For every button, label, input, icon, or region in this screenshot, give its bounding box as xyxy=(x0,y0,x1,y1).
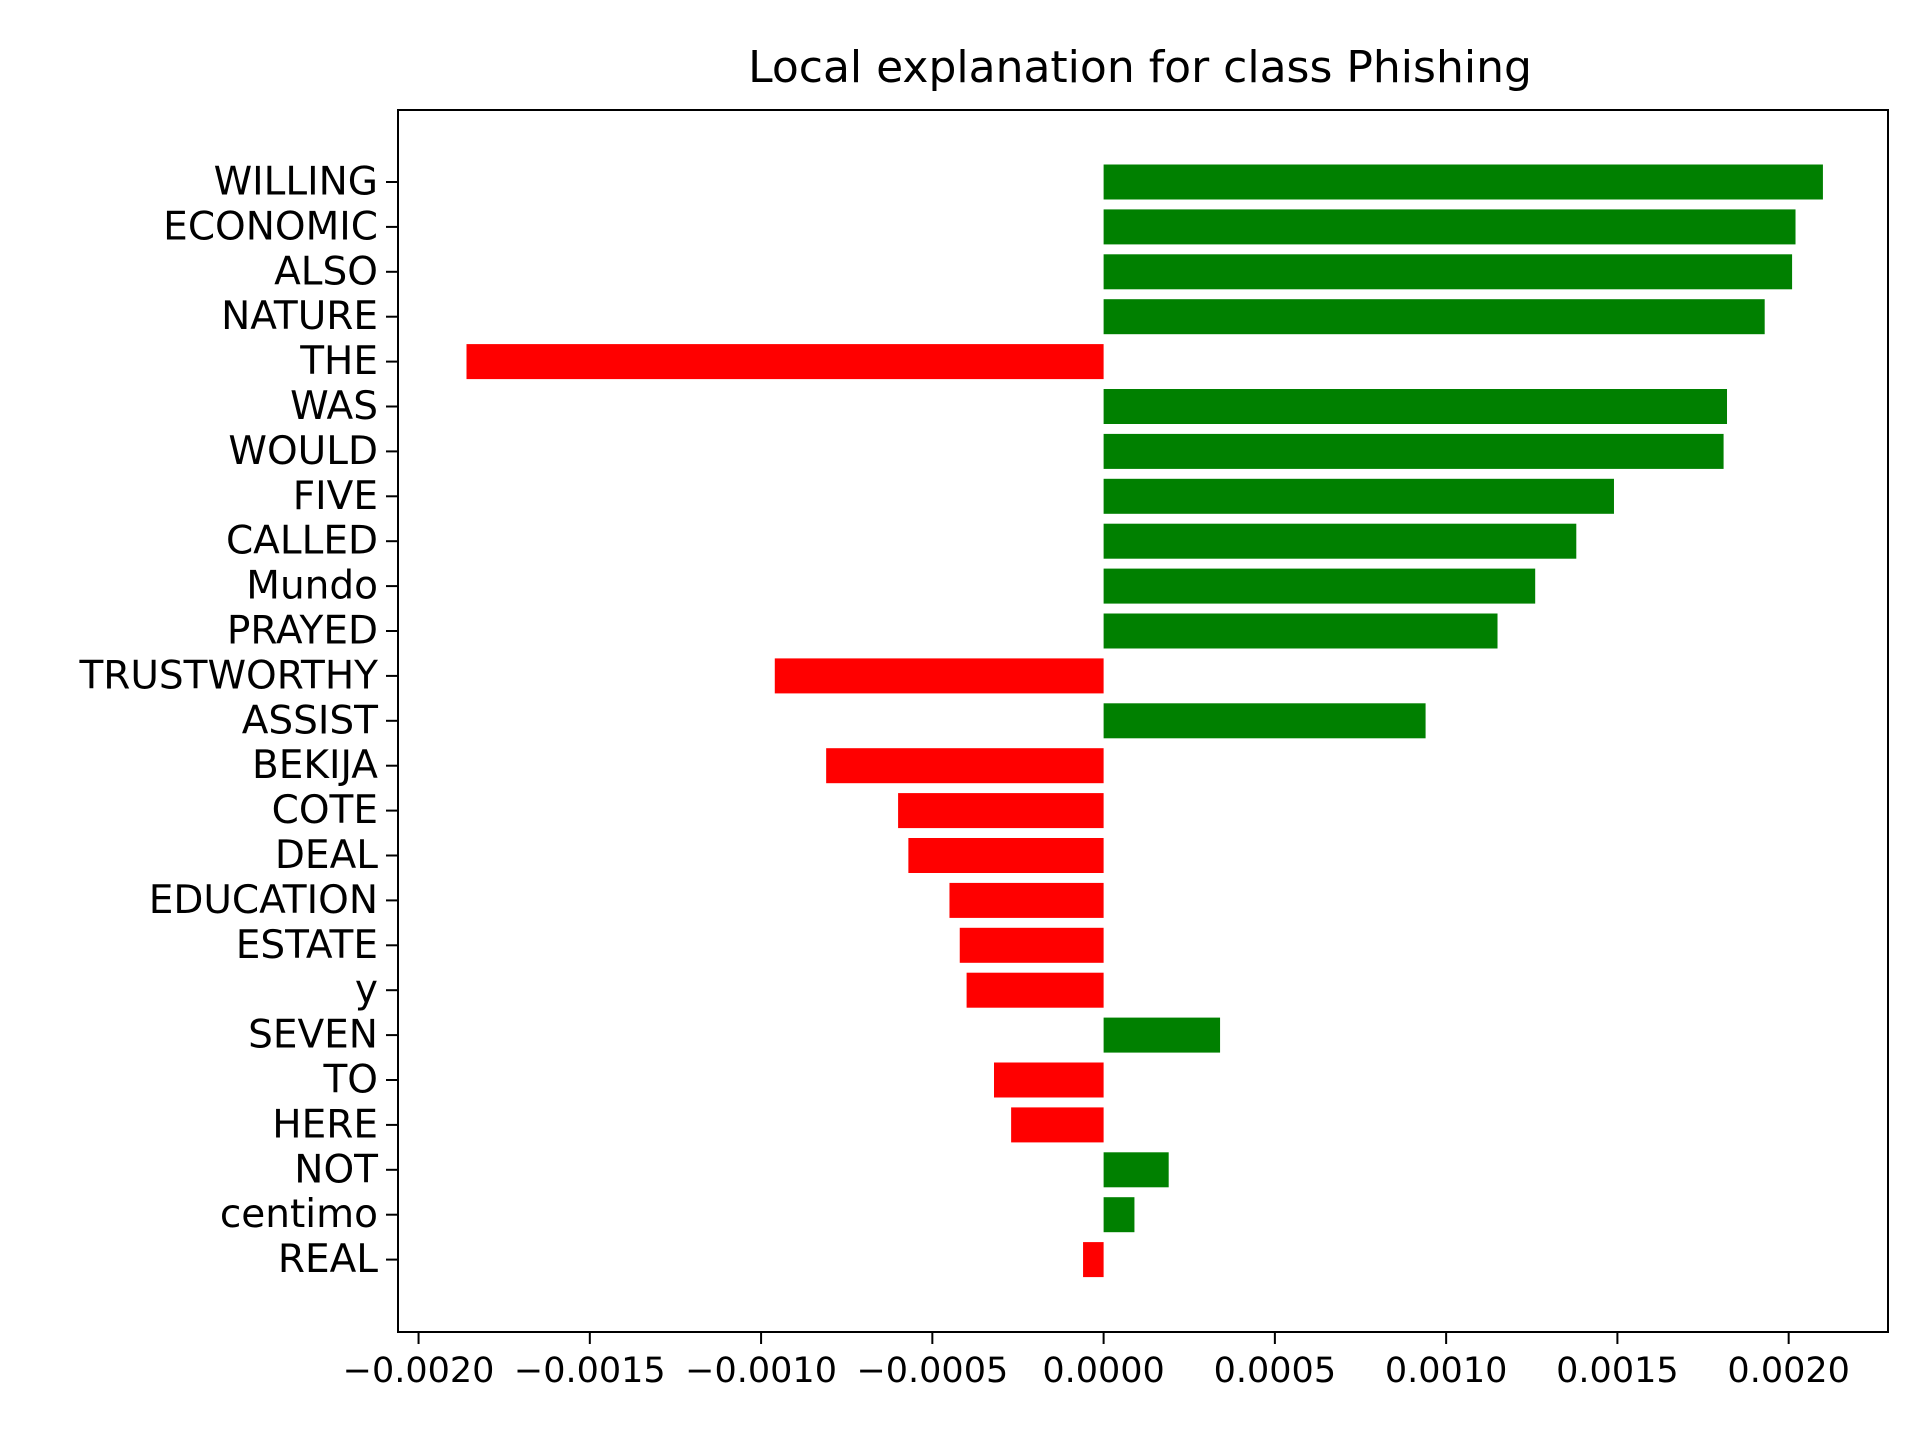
y-tick-label: REAL xyxy=(278,1237,378,1282)
y-tick-label: WILLING xyxy=(214,160,378,205)
bar-ECONOMIC xyxy=(1103,209,1796,245)
bar-TO xyxy=(994,1062,1104,1098)
x-tick-label: −0.0020 xyxy=(343,1351,495,1391)
bar-CALLED xyxy=(1103,523,1577,559)
chart-title: Local explanation for class Phishing xyxy=(748,42,1532,93)
y-tick-label: NATURE xyxy=(221,294,378,339)
y-tick-label: CALLED xyxy=(226,519,378,564)
y-tick-label: COTE xyxy=(272,788,378,833)
bar-BEKIJA xyxy=(826,748,1104,784)
y-tick-label: TO xyxy=(322,1058,378,1103)
bar-WAS xyxy=(1103,389,1728,424)
y-tick-label: centimo xyxy=(220,1192,378,1237)
bar-TRUSTWORTHY xyxy=(774,658,1104,694)
y-tick-label: PRAYED xyxy=(227,609,378,654)
y-tick-label: FIVE xyxy=(293,474,378,519)
bar-PRAYED xyxy=(1103,613,1498,649)
y-tick-label: SEVEN xyxy=(248,1013,378,1058)
x-tick-label: −0.0015 xyxy=(514,1351,666,1391)
y-tick-label: HERE xyxy=(272,1102,378,1147)
y-tick-label: BEKIJA xyxy=(252,743,378,788)
x-tick-label: 0.0015 xyxy=(1556,1351,1678,1391)
x-tick-label: −0.0010 xyxy=(685,1351,837,1391)
bar-COTE xyxy=(898,793,1104,829)
y-tick-label: NOT xyxy=(294,1147,378,1192)
y-tick-label: Mundo xyxy=(246,564,378,609)
bar-HERE xyxy=(1011,1107,1104,1143)
y-tick-label: WOULD xyxy=(228,429,378,474)
bar-NOT xyxy=(1103,1152,1169,1188)
bar-DEAL xyxy=(908,838,1104,873)
y-tick-label: WAS xyxy=(290,384,378,429)
y-tick-label: ALSO xyxy=(274,249,378,294)
bar-WILLING xyxy=(1103,164,1823,200)
bar-FIVE xyxy=(1103,478,1614,514)
x-tick-label: 0.0005 xyxy=(1214,1351,1336,1391)
y-tick-label: ASSIST xyxy=(242,698,378,743)
y-tick-label: y xyxy=(355,968,378,1013)
bar-Mundo xyxy=(1103,568,1536,604)
y-tick-label: ESTATE xyxy=(236,923,378,968)
bar-REAL xyxy=(1083,1242,1104,1278)
x-tick-label: 0.0010 xyxy=(1385,1351,1507,1391)
x-tick-label: −0.0005 xyxy=(856,1351,1008,1391)
bar-EDUCATION xyxy=(949,882,1104,918)
y-tick-label: DEAL xyxy=(275,833,378,878)
y-tick-label: TRUSTWORTHY xyxy=(78,653,378,698)
bars-group xyxy=(466,164,1823,1278)
x-tick-label: 0.0000 xyxy=(1042,1351,1164,1391)
y-tick-label: THE xyxy=(299,339,378,384)
bar-NATURE xyxy=(1103,299,1765,335)
bar-SEVEN xyxy=(1103,1017,1221,1053)
bar-THE xyxy=(466,344,1104,380)
y-tick-label: ECONOMIC xyxy=(163,204,378,249)
y-axis: WILLINGECONOMICALSONATURETHEWASWOULDFIVE… xyxy=(78,160,398,1282)
x-axis: −0.0020 −0.0015 −0.0010 −0.0005 0.0000 0.0005… xyxy=(343,1332,1850,1391)
bar-centimo xyxy=(1103,1197,1135,1233)
bar-ASSIST xyxy=(1103,703,1426,739)
bar-y xyxy=(966,972,1104,1008)
x-tick-label: 0.0020 xyxy=(1727,1351,1849,1391)
plot-frame xyxy=(397,109,1889,1333)
bar-WOULD xyxy=(1103,433,1724,469)
bar-ALSO xyxy=(1103,254,1793,290)
bar-ESTATE xyxy=(959,927,1104,963)
y-tick-label: EDUCATION xyxy=(149,878,378,923)
